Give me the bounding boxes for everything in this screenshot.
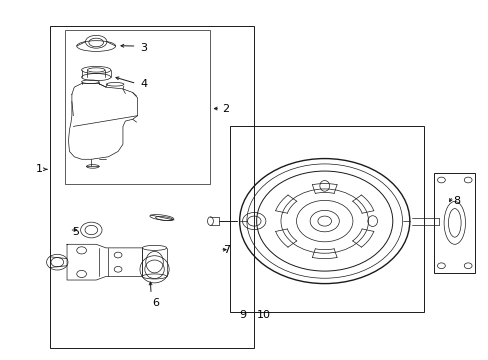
Text: 10: 10: [256, 310, 270, 320]
Text: 4: 4: [140, 78, 147, 89]
Text: 3: 3: [140, 43, 147, 53]
Text: 5: 5: [72, 227, 79, 237]
Text: 8: 8: [453, 197, 460, 206]
Bar: [64, 30, 210, 184]
Bar: [50, 26, 254, 348]
Text: 1: 1: [36, 164, 42, 174]
Bar: [433, 173, 474, 273]
Text: 2: 2: [222, 104, 229, 113]
Bar: [229, 126, 424, 312]
Text: 9: 9: [239, 310, 246, 320]
Text: 6: 6: [152, 298, 159, 308]
Text: 7: 7: [222, 245, 229, 255]
